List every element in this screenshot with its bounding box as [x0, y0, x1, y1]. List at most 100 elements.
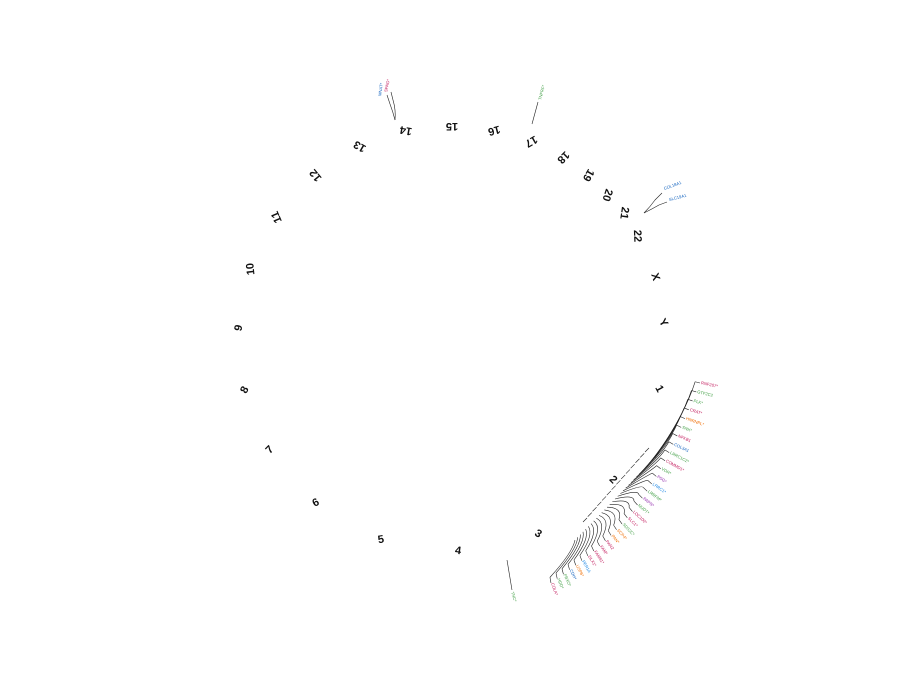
chromosome-label-20: 20	[599, 187, 614, 202]
ring-tick	[601, 496, 607, 501]
gene-connector-tick	[602, 535, 606, 541]
gene-label: RNF207*	[701, 380, 719, 389]
gene-connector	[612, 500, 630, 508]
ring-tick	[592, 507, 597, 512]
gene-connector	[561, 534, 581, 569]
gene-connector	[620, 486, 644, 494]
ring-tick	[611, 485, 616, 490]
chromosome-label-17: 17	[523, 133, 540, 150]
gene-connector-tick	[647, 480, 653, 485]
gene-connector	[555, 537, 578, 574]
chromosome-label-11: 11	[269, 209, 285, 224]
gene-connector-tick	[652, 472, 657, 477]
gene-label: DLX1*	[587, 554, 598, 567]
ring-tick	[582, 517, 588, 523]
gene-connector	[596, 517, 603, 542]
gene-label: PLK*	[693, 398, 704, 406]
gene-label: TNC*	[510, 591, 518, 603]
ring-tick	[620, 474, 626, 480]
chromosome-label-9: 9	[232, 324, 245, 332]
gene-connector	[609, 503, 625, 514]
chromosome-label-8: 8	[238, 384, 251, 395]
gene-label: NFKB1	[677, 433, 692, 443]
gene-connector-tick	[628, 507, 633, 512]
gene-connector-tick	[591, 545, 595, 552]
gene-connector	[630, 457, 662, 483]
ring-tick	[625, 469, 631, 474]
ring-tick	[606, 490, 612, 496]
ring-tick	[587, 512, 592, 517]
chromosome-label-15: 15	[446, 120, 458, 132]
gene-connector	[549, 539, 576, 578]
chromosome-label-5: 5	[377, 533, 385, 546]
gene-connector	[598, 515, 607, 537]
gene-connector-tick	[567, 564, 570, 570]
gene-connector-tick	[691, 390, 697, 393]
gene-connector-tick	[585, 550, 589, 557]
ring-tick	[630, 463, 635, 469]
gene-connector	[579, 526, 591, 556]
gene-connector	[643, 192, 663, 214]
chromosome-label-3: 3	[532, 527, 544, 540]
gene-connector	[567, 531, 584, 565]
gene-connector-tick	[680, 416, 686, 419]
chromosome-label-18: 18	[554, 148, 571, 165]
gene-label: SNX*	[681, 425, 693, 434]
gene-connector	[643, 201, 668, 214]
gene-connector	[506, 559, 513, 591]
gene-connector-tick	[668, 441, 674, 445]
gene-connector-tick	[607, 530, 612, 536]
gene-connector	[531, 101, 539, 125]
gene-connector-tick	[561, 568, 564, 575]
gene-connector	[591, 520, 598, 547]
chromosome-label-1: 1	[652, 383, 665, 394]
chromosome-label-14: 14	[398, 123, 413, 137]
chromosome-label-y: Y	[656, 317, 670, 330]
chromosome-label-16: 16	[487, 123, 502, 138]
gene-connector-tick	[623, 513, 628, 519]
gene-label: PSG*	[656, 474, 668, 484]
chromosome-label-x: X	[648, 272, 662, 283]
gene-connector	[390, 91, 396, 121]
gene-connector	[625, 472, 653, 489]
ring-tick	[635, 458, 640, 463]
gene-connector-tick	[664, 449, 670, 453]
gene-label: TNFRF*	[537, 84, 546, 100]
ring-tick	[640, 453, 645, 458]
gene-label: FBXO*	[562, 573, 572, 587]
gene-connector	[573, 528, 587, 561]
gene-connector	[636, 441, 670, 478]
gene-label: COL3A1	[673, 442, 690, 454]
chromosome-label-19: 19	[580, 167, 597, 184]
chromosome-label-7: 7	[264, 444, 277, 457]
gene-label: CDH*	[569, 569, 578, 581]
gene-connector-tick	[676, 424, 682, 428]
gene-connector-tick	[613, 525, 617, 530]
ring-tick	[597, 501, 602, 507]
chromosome-label-4: 4	[454, 545, 463, 558]
gene-connector	[633, 449, 666, 481]
gene-connector-tick	[656, 465, 661, 469]
gene-label: FAM*	[599, 544, 609, 556]
gene-connector	[617, 492, 640, 497]
gene-connector-tick	[596, 540, 600, 547]
gene-connector-tick	[687, 398, 693, 402]
gene-label: HDD*	[556, 578, 565, 590]
gene-label: COLA*	[550, 582, 559, 596]
gene-connector-tick	[549, 577, 552, 584]
gene-connector	[585, 523, 595, 551]
gene-connector-tick	[660, 457, 666, 462]
gene-label: VDR*	[661, 466, 673, 476]
gene-label: SPAG*	[383, 78, 391, 92]
gene-connector	[601, 512, 611, 531]
chromosome-label-6: 6	[310, 496, 321, 509]
gene-connector-tick	[683, 407, 689, 411]
chromosome-label-10: 10	[244, 262, 257, 275]
gene-label: GTF2C2	[697, 389, 714, 398]
gene-connector-tick	[672, 433, 678, 437]
gene-connector-tick	[638, 494, 643, 499]
gene-connector-tick	[643, 487, 648, 492]
gene-connector	[638, 433, 674, 475]
chromosome-label-12: 12	[307, 167, 324, 184]
